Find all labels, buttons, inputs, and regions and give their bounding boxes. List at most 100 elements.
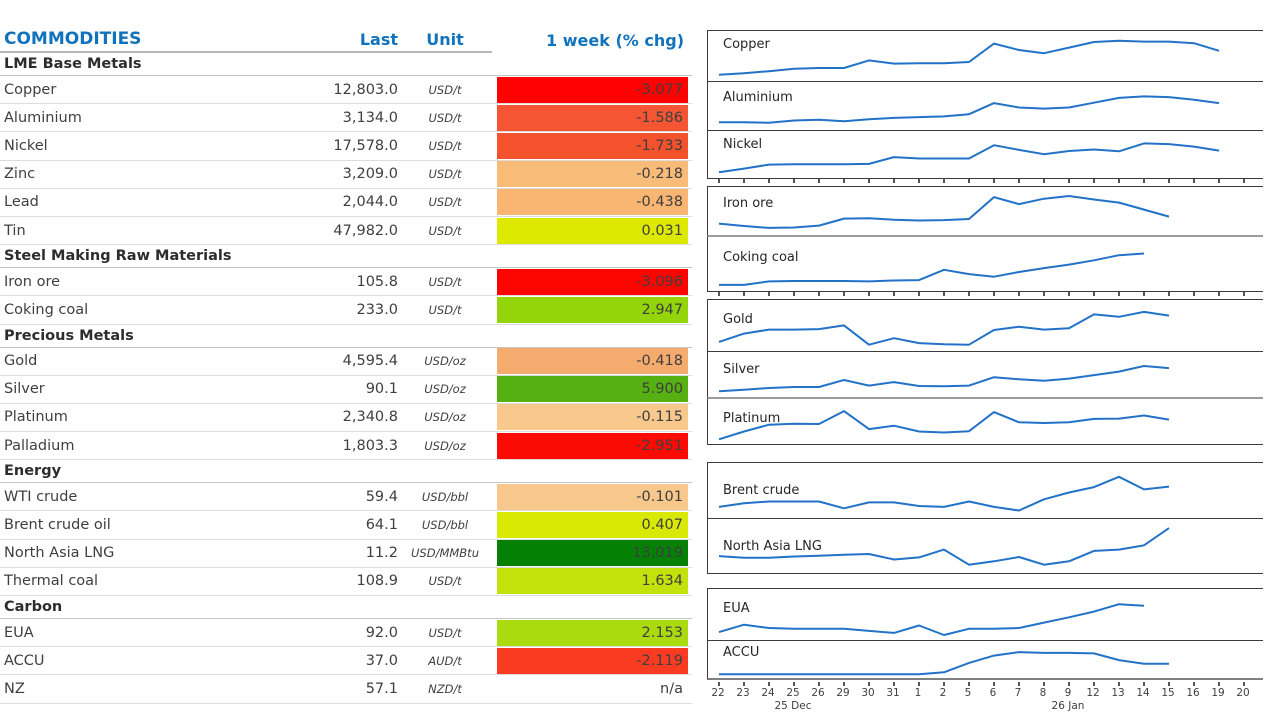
table-row: Coking coal 233.0 USD/t 2.947	[0, 296, 692, 325]
sparkline-label: EUA	[723, 601, 750, 616]
unit-label: USD/t	[428, 110, 462, 125]
section-header: Steel Making Raw Materials	[0, 245, 692, 269]
axis-tick-label: 8	[1039, 687, 1047, 699]
axis-tick	[768, 179, 770, 183]
axis-tick-label: 1	[914, 687, 922, 699]
sparkline-series	[718, 39, 1220, 76]
unit-label: USD/MMBtu	[411, 546, 479, 561]
sparkline-chart: North Asia LNG	[707, 519, 1263, 574]
commodity-name: WTI crude	[4, 488, 78, 505]
sparkline-series	[718, 310, 1170, 346]
week-change-cell: -1.586	[497, 104, 688, 131]
table-row: Copper 12,803.0 USD/t -3.077	[0, 76, 692, 105]
sparkline-series	[718, 365, 1170, 393]
axis-tick	[1168, 292, 1170, 296]
commodity-name: Coking coal	[4, 301, 89, 318]
week-change-cell: -0.218	[497, 161, 688, 188]
axis-tick	[1043, 292, 1045, 296]
commodity-name: Aluminium	[4, 109, 82, 126]
axis-tick	[718, 179, 720, 183]
table-row: Nickel 17,578.0 USD/t -1.733	[0, 132, 692, 161]
sparkline-series	[719, 651, 1169, 676]
axis-tick	[843, 681, 845, 686]
axis-tick	[843, 179, 845, 183]
axis-tick	[1118, 292, 1120, 296]
axis-tick	[893, 681, 895, 686]
table-row: Palladium 1,803.3 USD/oz -2.951	[0, 432, 692, 461]
axis-tick	[768, 292, 770, 296]
unit-label: AUD/t	[428, 653, 462, 668]
axis-tick	[843, 292, 845, 296]
axis-tick-label: 13	[1111, 687, 1125, 699]
sparkline-chart: Nickel	[707, 131, 1263, 179]
axis-tick	[1018, 179, 1020, 183]
week-change-cell: -0.101	[497, 483, 688, 510]
commodity-name: ACCU	[4, 652, 45, 669]
sparkline-chart: Brent crude	[707, 462, 1263, 519]
sparkline-label: ACCU	[723, 645, 760, 660]
sparkline-svg	[718, 195, 1170, 229]
table-row: Iron ore 105.8 USD/t -3.096	[0, 268, 692, 297]
week-change-cell: -3.077	[497, 76, 688, 103]
sparkline-label: Nickel	[723, 137, 763, 152]
axis-tick-label: 19	[1211, 687, 1225, 699]
axis-tick	[893, 292, 895, 296]
axis-tick	[968, 179, 970, 183]
axis-tick	[793, 179, 795, 183]
table-title: COMMODITIES	[0, 27, 288, 53]
axis-tick	[1043, 681, 1045, 686]
sparkline-chart: Gold	[707, 299, 1263, 352]
axis-tick	[943, 681, 945, 686]
table-row: Aluminium 3,134.0 USD/t -1.586	[0, 104, 692, 133]
unit-label: USD/t	[428, 195, 462, 210]
axis-tick	[1143, 292, 1145, 296]
sparkline-chart: Silver	[707, 352, 1263, 399]
commodity-name: Lead	[4, 194, 39, 211]
axis-tick-label: 23	[736, 687, 750, 699]
week-change-cell: -0.115	[497, 404, 688, 431]
axis-tick	[1143, 681, 1145, 686]
sparkline-chart: Platinum	[707, 399, 1263, 445]
last-value: 2,340.8	[342, 409, 398, 426]
sparkline-svg	[719, 651, 1169, 676]
table-row: EUA 92.0 USD/t 2.153	[0, 619, 692, 648]
axis-tick	[768, 681, 770, 686]
axis-tick-label: 9	[1064, 687, 1072, 699]
axis-tick-label: 7	[1014, 687, 1022, 699]
sparkline-chart: ACCU	[707, 641, 1263, 680]
commodity-name: Gold	[4, 353, 38, 370]
axis-tick	[1218, 179, 1220, 183]
axis-tick-label: 2	[939, 687, 947, 699]
axis-tick	[818, 292, 820, 296]
axis-tick	[918, 681, 920, 686]
last-value: 233.0	[356, 301, 398, 318]
unit-label: USD/t	[428, 302, 462, 317]
axis-tick-label: 24	[761, 687, 775, 699]
axis-tick	[1143, 179, 1145, 183]
sparkline-label: Brent crude	[723, 483, 800, 498]
table-body: LME Base Metals Copper 12,803.0 USD/t -3.077…	[0, 53, 692, 704]
column-header-unit: Unit	[398, 27, 492, 53]
last-value: 47,982.0	[333, 222, 398, 239]
sparkline-chart: EUA	[707, 588, 1263, 641]
axis-tick	[1218, 681, 1220, 686]
last-value: 92.0	[365, 624, 398, 641]
unit-label: USD/oz	[424, 354, 466, 369]
sparkline-label: North Asia LNG	[723, 539, 822, 554]
axis-tick-label: 5	[964, 687, 972, 699]
week-change-cell: 1.634	[497, 568, 688, 595]
unit-label: USD/t	[428, 274, 462, 289]
axis-tick	[943, 292, 945, 296]
sparkline-label: Copper	[723, 37, 770, 52]
axis-tick	[818, 179, 820, 183]
unit-label: USD/bbl	[421, 518, 469, 533]
sparkline-svg	[718, 603, 1145, 636]
axis-tick-label: 16	[1186, 687, 1200, 699]
axis-tick-row	[707, 681, 1263, 687]
table-row: WTI crude 59.4 USD/bbl -0.101	[0, 483, 692, 512]
axis-tick	[1018, 681, 1020, 686]
commodity-name: Thermal coal	[4, 573, 99, 590]
week-change-cell: -3.096	[497, 268, 688, 295]
axis-tick	[743, 292, 745, 296]
axis-tick	[1193, 681, 1195, 686]
